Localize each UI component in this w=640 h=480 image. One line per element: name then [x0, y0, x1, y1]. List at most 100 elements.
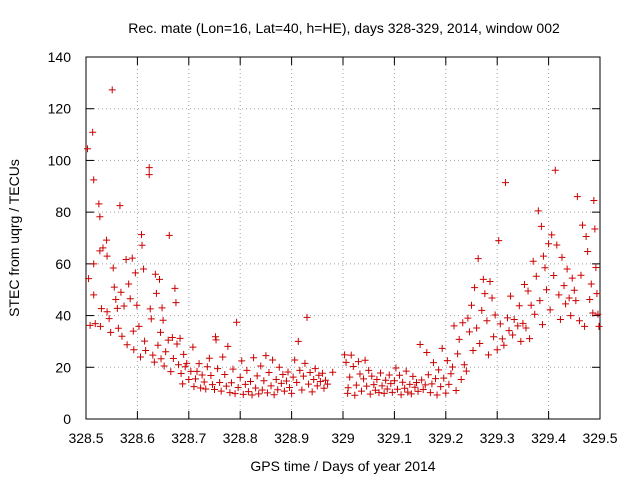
data-point [539, 252, 547, 260]
data-point [221, 371, 229, 379]
data-point [202, 385, 210, 393]
data-point [593, 290, 601, 298]
data-point [383, 385, 391, 393]
data-point [195, 360, 203, 368]
data-point [129, 327, 137, 335]
data-point [322, 376, 330, 384]
data-point [429, 359, 437, 367]
data-point [200, 378, 208, 386]
data-point [96, 247, 104, 255]
data-point [509, 331, 517, 339]
data-point [558, 253, 566, 261]
data-point [171, 284, 179, 292]
data-point [573, 193, 581, 201]
data-point [459, 319, 467, 327]
data-point [185, 375, 193, 383]
data-point [158, 304, 166, 312]
data-point [433, 391, 441, 399]
data-point [579, 221, 587, 229]
x-tick-label: 328.6 [120, 430, 155, 446]
data-point [347, 351, 355, 359]
data-point [438, 344, 446, 352]
data-point [113, 304, 121, 312]
data-point [183, 359, 191, 367]
data-point [440, 374, 448, 382]
data-point [414, 387, 422, 395]
chart-title: Rec. mate (Lon=16, Lat=40, h=HE), days 3… [128, 20, 560, 36]
data-point [435, 366, 443, 374]
data-point [473, 324, 481, 332]
data-point [122, 255, 130, 263]
data-point [226, 389, 234, 397]
data-point [428, 380, 436, 388]
data-point [550, 271, 558, 279]
data-point [169, 354, 177, 362]
data-point [289, 373, 297, 381]
data-point [272, 375, 280, 383]
data-point [354, 358, 362, 366]
data-point [534, 207, 542, 215]
data-point [551, 166, 559, 174]
data-point [358, 387, 366, 395]
data-point [227, 379, 235, 387]
data-point [351, 391, 359, 399]
data-points [84, 86, 603, 399]
data-point [164, 336, 172, 344]
data-point [120, 302, 128, 310]
data-point [138, 241, 146, 249]
data-point [423, 349, 431, 357]
data-point [233, 318, 241, 326]
data-point [595, 322, 603, 330]
data-point [575, 317, 583, 325]
data-point [187, 367, 195, 375]
data-point [224, 342, 232, 350]
data-point [114, 324, 122, 332]
data-point [198, 371, 206, 379]
grid-lines [86, 57, 600, 419]
data-point [269, 356, 277, 364]
data-point [90, 260, 98, 268]
data-point [476, 339, 484, 347]
data-point [255, 390, 263, 398]
data-point [181, 363, 189, 371]
x-tick-label: 329.2 [428, 430, 463, 446]
data-point [457, 375, 465, 383]
y-tick-label: 140 [48, 49, 72, 65]
data-point [279, 371, 287, 379]
data-point [234, 383, 242, 391]
data-point [419, 386, 427, 394]
data-point [305, 380, 313, 388]
data-point [219, 353, 227, 361]
data-point [416, 341, 424, 349]
data-point [591, 225, 599, 233]
data-point [257, 362, 265, 370]
data-point [263, 389, 271, 397]
data-point [318, 369, 326, 377]
data-point [586, 296, 594, 304]
data-point [133, 301, 141, 309]
data-point [445, 380, 453, 388]
data-point [589, 309, 597, 317]
data-point [510, 315, 518, 323]
data-point [577, 271, 585, 279]
x-axis-label: GPS time / Days of year 2014 [250, 458, 435, 474]
data-point [484, 351, 492, 359]
data-point [507, 292, 515, 300]
data-point [377, 369, 385, 377]
data-point [442, 389, 450, 397]
data-point [320, 384, 328, 392]
y-tick-label: 40 [55, 308, 71, 324]
data-point [584, 247, 592, 255]
data-point [90, 291, 98, 299]
data-point [541, 264, 549, 272]
data-point [190, 383, 198, 391]
data-point [527, 301, 535, 309]
data-point [407, 390, 415, 398]
y-tick-label: 60 [55, 256, 71, 272]
data-point [545, 240, 553, 248]
data-point [311, 365, 319, 373]
data-point [568, 274, 576, 282]
data-point [211, 386, 218, 394]
data-point [313, 382, 321, 390]
x-tick-label: 328.5 [68, 430, 103, 446]
